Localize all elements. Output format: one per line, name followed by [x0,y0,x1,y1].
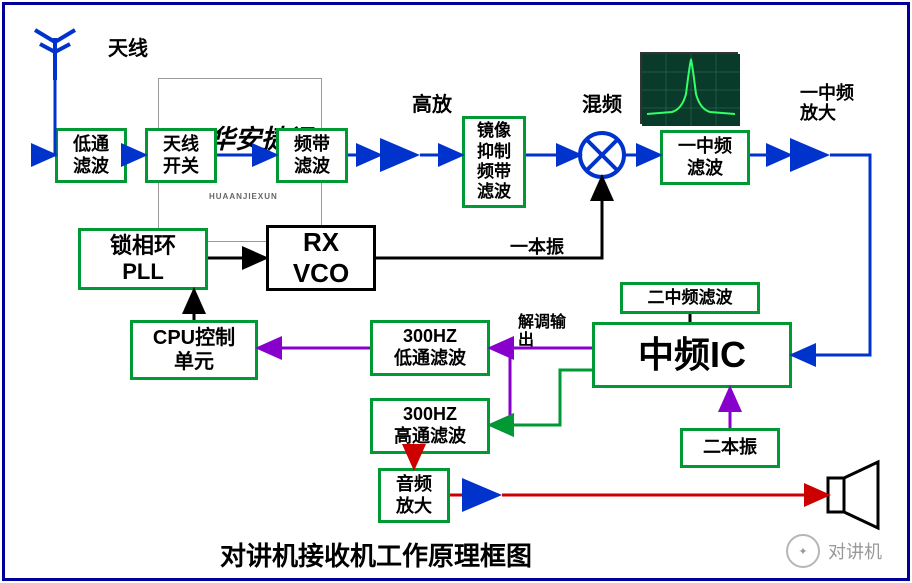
lowpass-box: 低通滤波 [55,128,127,183]
diagram-frame [2,2,910,581]
if1-filter-box: 一中频滤波 [660,130,750,185]
if1-amp-label: 一中频放大 [800,84,854,124]
watermark-text: 对讲机 [828,538,882,564]
af-amp-text: 音频放大 [396,474,432,517]
pll-box: 锁相环PLL [78,228,208,290]
image-bp-text: 镜像抑制频带滤波 [477,121,511,203]
antenna-label: 天线 [108,32,148,61]
scope-image [640,52,738,124]
if2-flt-text: 二中频滤波 [648,288,733,308]
pll-text: 锁相环PLL [110,233,176,286]
lo2-box: 二本振 [680,428,780,468]
af-amp-box: 音频放大 [378,468,450,523]
lo2-text: 二本振 [703,437,757,459]
mixer-label: 混频 [582,88,622,117]
lpf300-text: 300HZ低通滤波 [394,326,466,369]
diagram-title: 对讲机接收机工作原理框图 [220,536,532,573]
ant-sw-text: 天线开关 [163,134,199,177]
demod-label: 解调输出 [518,314,566,349]
if-ic-box: 中频IC [592,322,792,388]
image-bandpass-box: 镜像抑制频带滤波 [462,116,526,208]
bandpass-box: 频带滤波 [276,128,348,183]
lo1-label: 一本振 [510,233,564,259]
if2-filter-box: 二中频滤波 [620,282,760,314]
if1-flt-text: 一中频滤波 [678,136,732,179]
bandpass-text: 频带滤波 [294,134,330,177]
lpf300-box: 300HZ低通滤波 [370,320,490,376]
if-ic-text: 中频IC [638,333,746,376]
amp1-label: 高放 [412,88,452,117]
hpf300-box: 300HZ高通滤波 [370,398,490,454]
watermark-icon: ✦ [786,534,820,568]
brand-sub: HUAANJIEXUN [209,192,313,201]
rx-vco-text: RXVCO [293,227,349,289]
cpu-text: CPU控制单元 [153,326,235,374]
hpf300-text: 300HZ高通滤波 [394,404,466,447]
antenna-switch-box: 天线开关 [145,128,217,183]
lowpass-text: 低通滤波 [73,134,109,177]
watermark: ✦ 对讲机 [786,534,882,568]
cpu-box: CPU控制单元 [130,320,258,380]
rx-vco-box: RXVCO [266,225,376,291]
